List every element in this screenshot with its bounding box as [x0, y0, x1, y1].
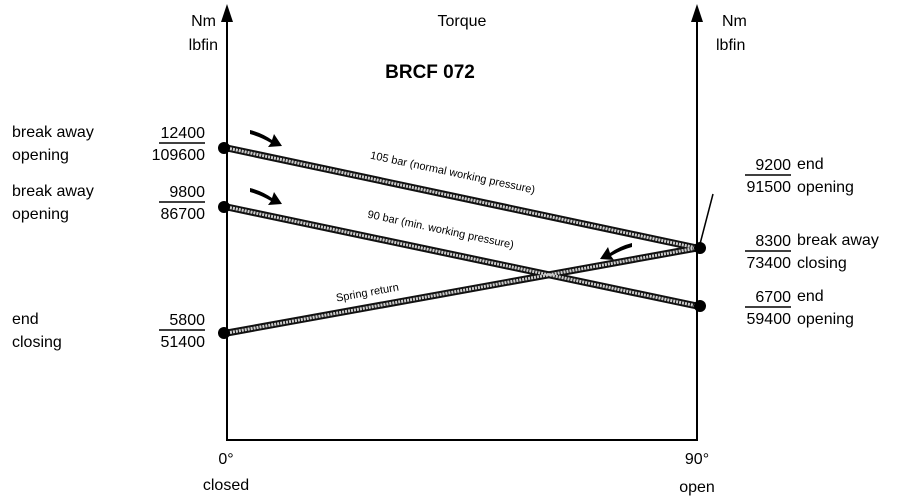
label: opening — [12, 206, 69, 223]
torque-nm: 9200 — [755, 157, 791, 174]
torque-lbfin: 91500 — [747, 179, 792, 196]
label: opening — [797, 179, 854, 196]
torque-nm: 5800 — [169, 312, 205, 329]
label: break away — [797, 232, 879, 249]
title: Torque — [438, 13, 487, 30]
label: end — [12, 311, 39, 328]
x-sublabel: open — [679, 479, 715, 496]
label: closing — [797, 255, 847, 272]
line-label: 90 bar (min. working pressure) — [366, 209, 514, 252]
unit: lbfin — [716, 37, 745, 54]
torque-nm: 8300 — [755, 233, 791, 250]
x-label: 0° — [218, 451, 233, 468]
direction-arrows — [250, 130, 632, 260]
label: end — [797, 156, 824, 173]
unit: lbfin — [189, 37, 218, 54]
unit: Nm — [722, 13, 747, 30]
x-sublabel: closed — [203, 477, 249, 494]
torque-lbfin: 59400 — [747, 311, 792, 328]
label: end — [797, 288, 824, 305]
unit: Nm — [191, 13, 216, 30]
label: opening — [12, 147, 69, 164]
label: opening — [797, 311, 854, 328]
x-label: 90° — [685, 451, 709, 468]
label: break away — [12, 183, 94, 200]
label: closing — [12, 334, 62, 351]
torque-lbfin: 73400 — [747, 255, 792, 272]
points — [218, 142, 706, 339]
connector — [699, 193, 714, 245]
curves — [226, 144, 698, 337]
subtitle: BRCF 072 — [385, 62, 475, 83]
line-label: 105 bar (normal working pressure) — [369, 150, 536, 197]
torque-nm: 9800 — [169, 184, 205, 201]
torque-nm: 6700 — [755, 289, 791, 306]
axes — [226, 14, 698, 441]
torque-lbfin: 86700 — [161, 206, 206, 223]
torque-nm: 12400 — [161, 125, 206, 142]
torque-lbfin: 109600 — [152, 147, 205, 164]
torque-lbfin: 51400 — [161, 334, 206, 351]
label: break away — [12, 124, 94, 141]
